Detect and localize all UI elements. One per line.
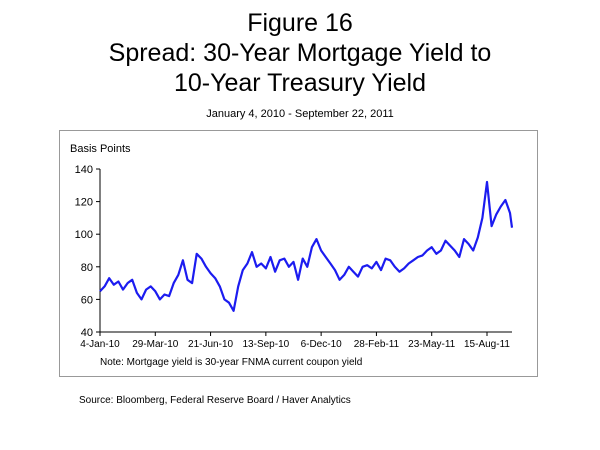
y-tick-label: 60 [81,294,93,306]
y-axis-title: Basis Points [70,143,131,155]
y-tick-label: 40 [81,327,93,339]
chart-title-line-1: Spread: 30-Year Mortgage Yield to [108,39,492,67]
x-tick-label: 29-Mar-10 [132,339,179,350]
source-note: Source: Bloomberg, Federal Reserve Board… [79,395,351,406]
x-tick-label: 23-May-11 [408,339,455,350]
y-tick-label: 140 [75,164,93,176]
x-tick-label: 15-Aug-11 [464,339,510,350]
figure-number: Figure 16 [247,9,353,37]
x-tick-label: 4-Jan-10 [80,339,120,350]
chart-frame [59,130,538,377]
y-tick-label: 100 [75,229,93,241]
chart-title-line-2: 10-Year Treasury Yield [173,69,426,97]
y-tick-label: 80 [81,262,93,274]
x-tick-label: 28-Feb-11 [354,339,400,350]
date-range-subtitle: January 4, 2010 - September 22, 2011 [206,108,394,120]
y-tick-label: 120 [75,197,93,209]
spread-series-line [99,180,514,312]
x-tick-label: 13-Sep-10 [243,339,290,350]
chart-note: Note: Mortgage yield is 30-year FNMA cur… [100,357,363,368]
x-tick-label: 6-Dec-10 [301,339,343,350]
x-tick-label: 21-Jun-10 [188,339,233,350]
